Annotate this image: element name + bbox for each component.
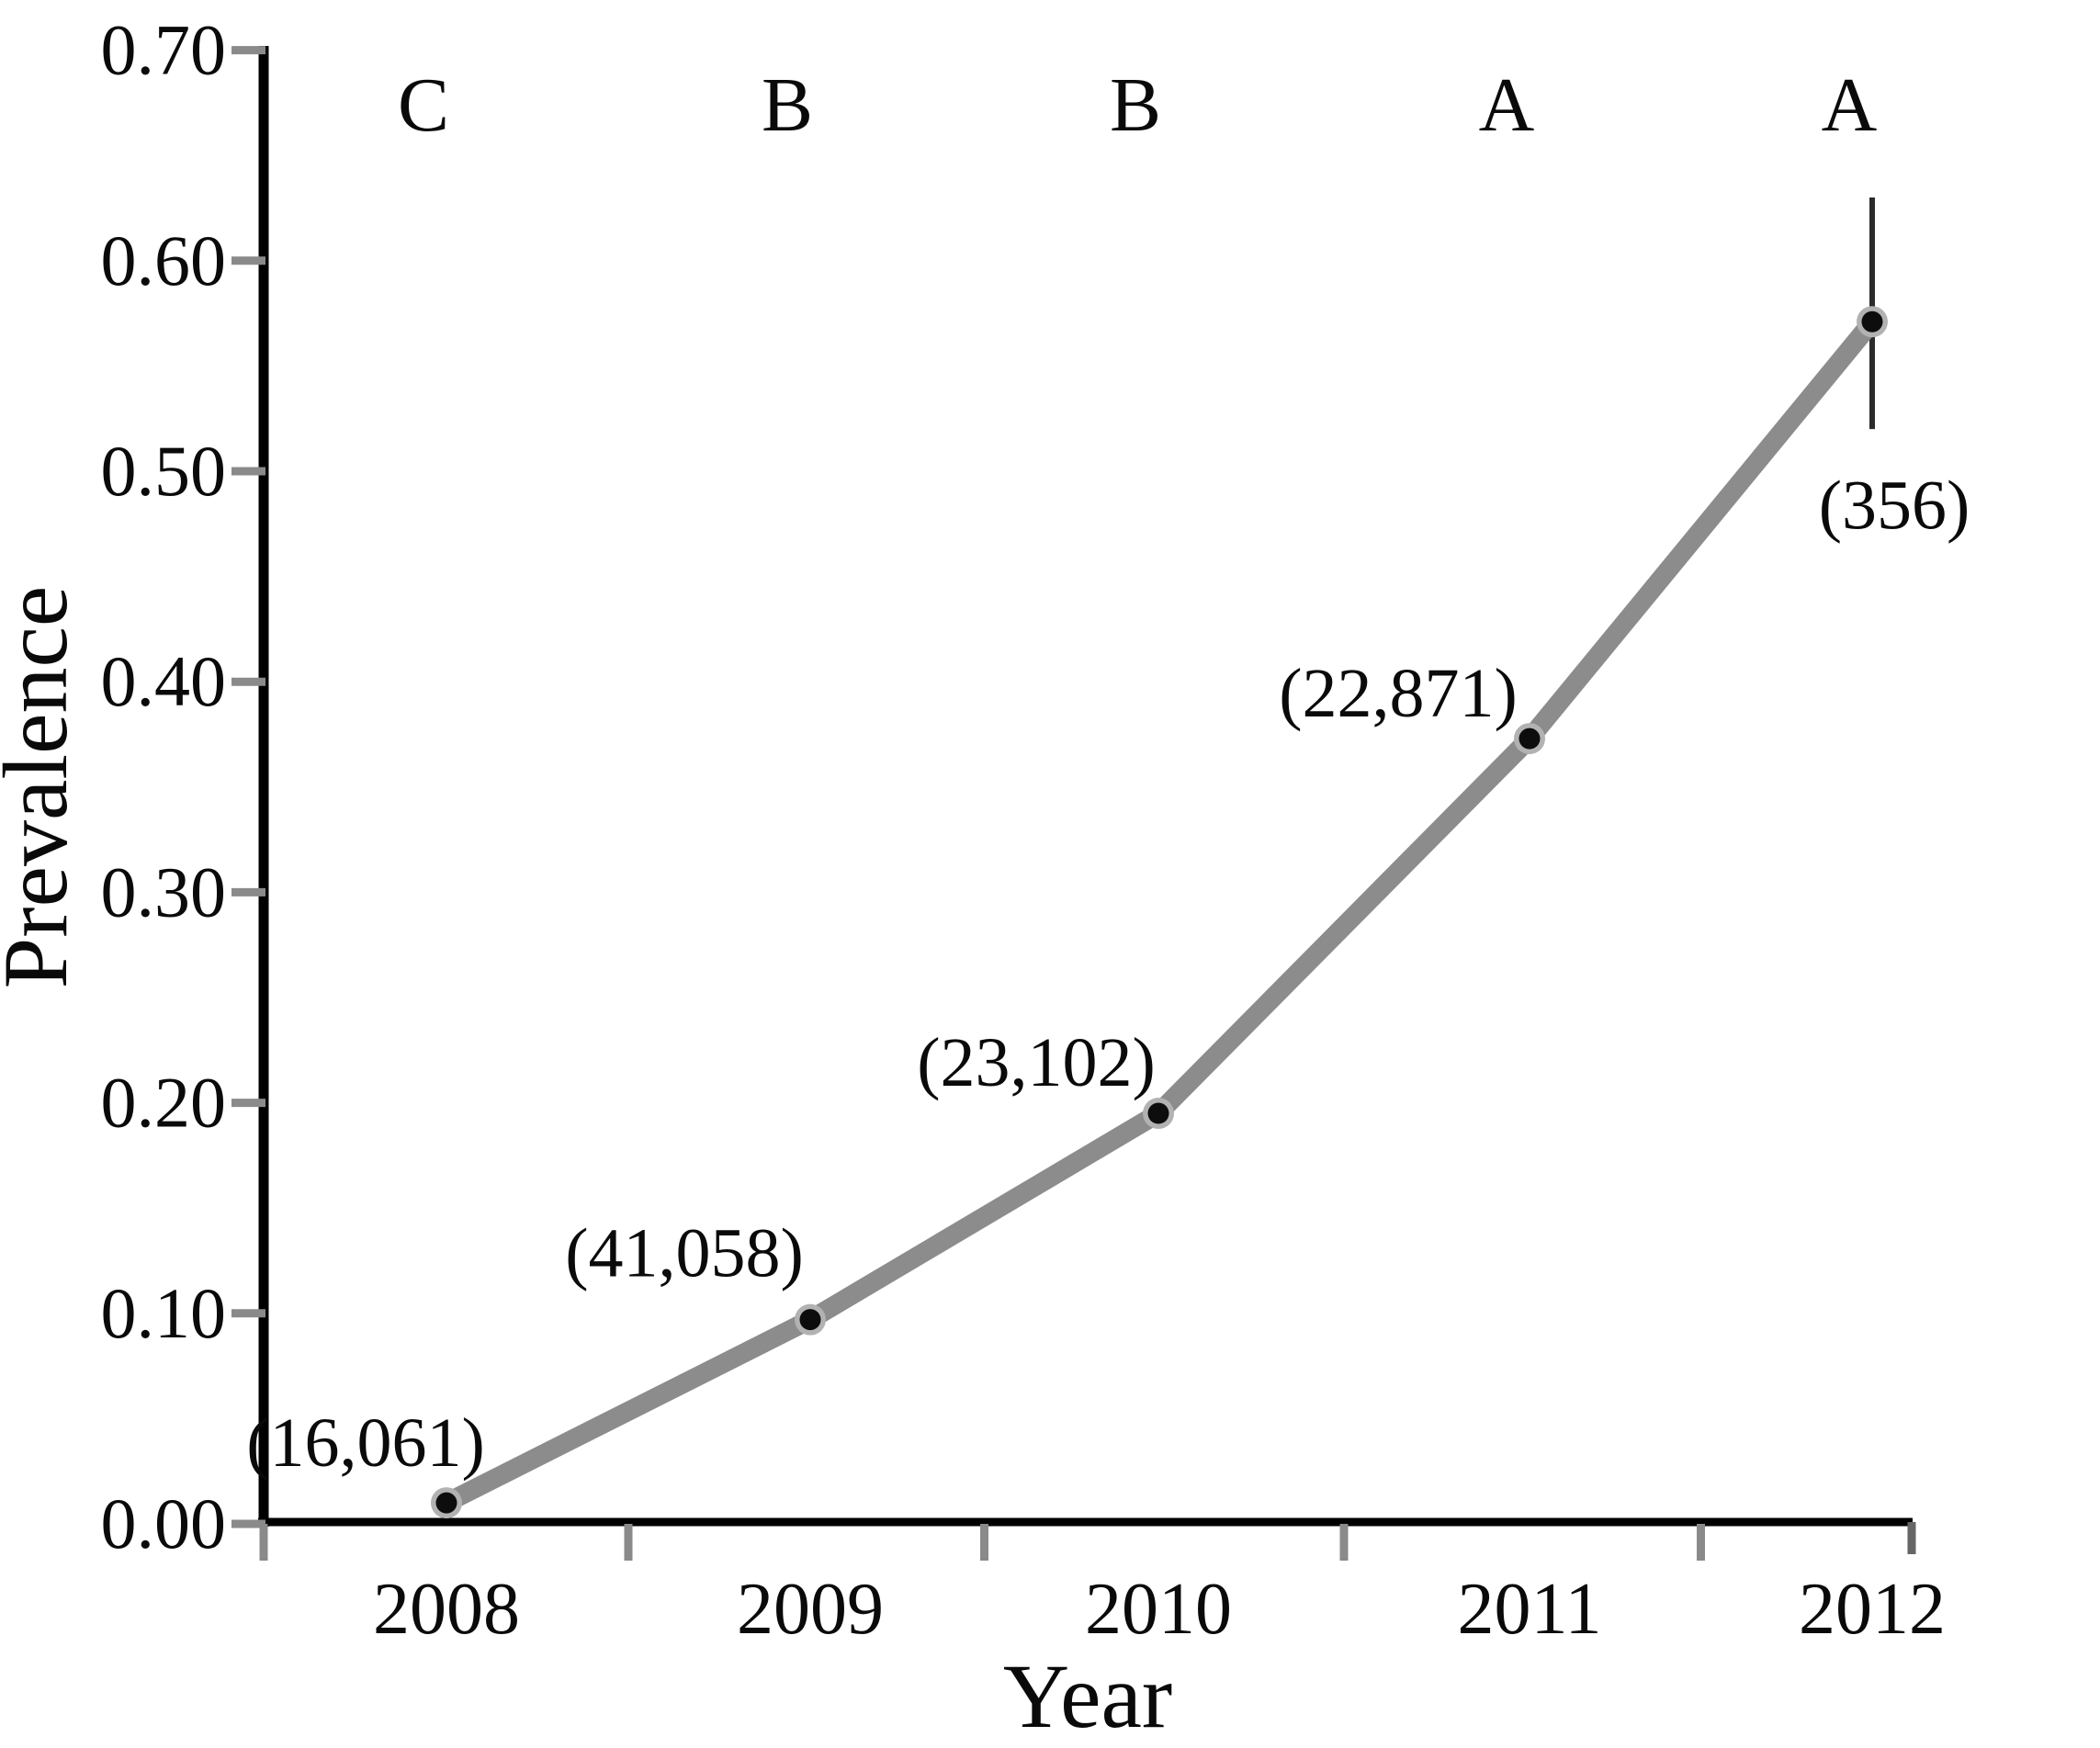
grade-letter: A [1822,62,1878,148]
y-tick-label: 0.40 [101,641,227,721]
data-point [1861,310,1883,333]
data-point [435,1492,457,1514]
y-tick-label: 0.60 [101,220,227,300]
y-tick-label: 0.50 [101,431,227,511]
data-line [436,311,1882,1513]
year-label: 2011 [1457,1569,1601,1650]
y-tick-label: 0.20 [101,1063,227,1143]
y-tick-label: 0.00 [101,1483,227,1563]
year-label: 2010 [1085,1569,1232,1650]
point-annotation: (22,871) [1279,655,1518,732]
grade-letter: A [1479,62,1535,148]
data-point [799,1309,821,1331]
y-tick-label: 0.10 [101,1273,227,1353]
y-axis-title: Prevalence [0,586,86,989]
y-tick-label: 0.70 [101,10,227,90]
y-tick-label: 0.30 [101,851,227,931]
point-annotation: (16,061) [246,1404,485,1482]
grade-letter: C [398,62,449,148]
data-point [1147,1102,1169,1124]
grade-letter: B [762,62,813,148]
point-annotation: (23,102) [917,1024,1156,1101]
year-label: 2009 [737,1569,884,1650]
x-axis-title: Year [1003,1645,1172,1747]
grade-letter: B [1110,62,1161,148]
year-label: 2008 [373,1569,520,1650]
point-annotation: (41,058) [565,1215,804,1292]
point-annotation: (356) [1819,467,1970,544]
data-point [1519,727,1541,750]
year-label: 2012 [1799,1569,1946,1650]
